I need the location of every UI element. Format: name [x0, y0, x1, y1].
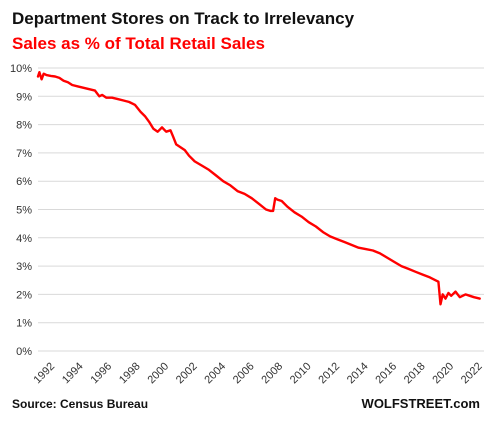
x-tick-label: 2000 [145, 360, 171, 386]
y-tick-label: 6% [16, 176, 32, 188]
y-axis-ticks: 0% 1% 2% 3% 4% 5% 6% 7% 8% 9% 10% [10, 63, 32, 358]
y-tick-label: 3% [16, 261, 32, 273]
series-layer [36, 70, 481, 306]
y-tick-label: 9% [16, 91, 32, 103]
x-tick-label: 2010 [288, 360, 314, 386]
x-tick-label: 2004 [202, 360, 228, 386]
x-tick-label: 2014 [345, 360, 371, 386]
source-note: Source: Census Bureau [12, 397, 148, 411]
x-tick-label: 2018 [402, 360, 428, 386]
brand-logo: WOLFSTREET.com [362, 396, 480, 411]
x-tick-label: 1996 [88, 360, 114, 386]
x-tick-label: 2016 [373, 360, 399, 386]
x-axis-ticks: 1992 1994 1996 1998 2000 2002 2004 2006 2008 2010… [31, 360, 484, 386]
chart-title: Department Stores on Track to Irrelevanc… [12, 9, 355, 28]
y-tick-label: 1% [16, 318, 32, 330]
chart-subtitle: Sales as % of Total Retail Sales [12, 34, 265, 53]
y-tick-label: 0% [16, 346, 32, 358]
x-tick-label: 2020 [430, 360, 456, 386]
series-line [36, 70, 481, 306]
x-tick-label: 2022 [459, 360, 485, 386]
x-tick-label: 2008 [259, 360, 285, 386]
y-tick-label: 8% [16, 120, 32, 132]
gridlines [38, 67, 484, 352]
x-tick-label: 1998 [117, 360, 143, 386]
x-tick-label: 2002 [174, 360, 200, 386]
x-tick-label: 1992 [31, 360, 57, 386]
y-tick-label: 2% [16, 289, 32, 301]
y-tick-label: 5% [16, 205, 32, 217]
y-tick-label: 10% [10, 63, 32, 75]
y-tick-label: 7% [16, 148, 32, 160]
y-tick-label: 4% [16, 233, 32, 245]
x-tick-label: 1994 [60, 360, 86, 386]
x-tick-label: 2012 [316, 360, 342, 386]
x-tick-label: 2006 [231, 360, 257, 386]
